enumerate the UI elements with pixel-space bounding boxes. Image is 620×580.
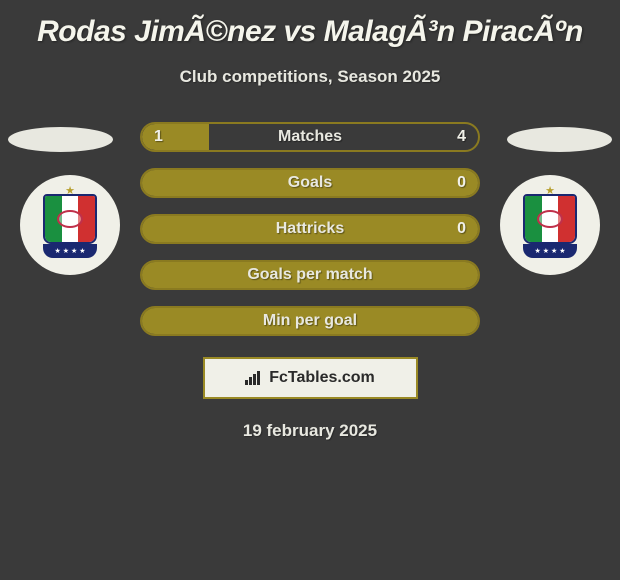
stat-row: Goals per match (140, 260, 480, 290)
comparison-card: Rodas JimÃ©nez vs MalagÃ³n PiracÃºn Club… (0, 0, 620, 451)
stat-label: Min per goal (142, 308, 478, 334)
club-badge-right: ★ ★ ★ ★ ★ (500, 175, 600, 275)
stat-value-left: 1 (154, 128, 163, 146)
shield-icon: ★ ★ ★ ★ ★ (43, 194, 97, 256)
player-pill-left (8, 127, 113, 152)
chart-icon (245, 371, 263, 385)
brand-box[interactable]: FcTables.com (203, 357, 418, 399)
stat-label: Matches (142, 124, 478, 150)
stat-row: Hattricks0 (140, 214, 480, 244)
shield-icon: ★ ★ ★ ★ ★ (523, 194, 577, 256)
page-title: Rodas JimÃ©nez vs MalagÃ³n PiracÃºn (0, 15, 620, 49)
player-pill-right (507, 127, 612, 152)
stat-label: Goals per match (142, 262, 478, 288)
brand-text: FcTables.com (269, 369, 375, 387)
stat-value-right: 0 (457, 220, 466, 238)
stat-value-right: 4 (457, 128, 466, 146)
stat-value-right: 0 (457, 174, 466, 192)
stat-label: Goals (142, 170, 478, 196)
date-text: 19 february 2025 (0, 421, 620, 441)
main-area: ★ ★ ★ ★ ★ ★ (0, 122, 620, 352)
stat-row: Matches1 4 (140, 122, 480, 152)
stat-label: Hattricks (142, 216, 478, 242)
stat-row: Min per goal (140, 306, 480, 336)
stat-row: Goals0 (140, 168, 480, 198)
subtitle: Club competitions, Season 2025 (0, 67, 620, 87)
club-badge-left: ★ ★ ★ ★ ★ (20, 175, 120, 275)
stat-bars: Matches14Goals0Hattricks0Goals per match… (140, 122, 480, 336)
